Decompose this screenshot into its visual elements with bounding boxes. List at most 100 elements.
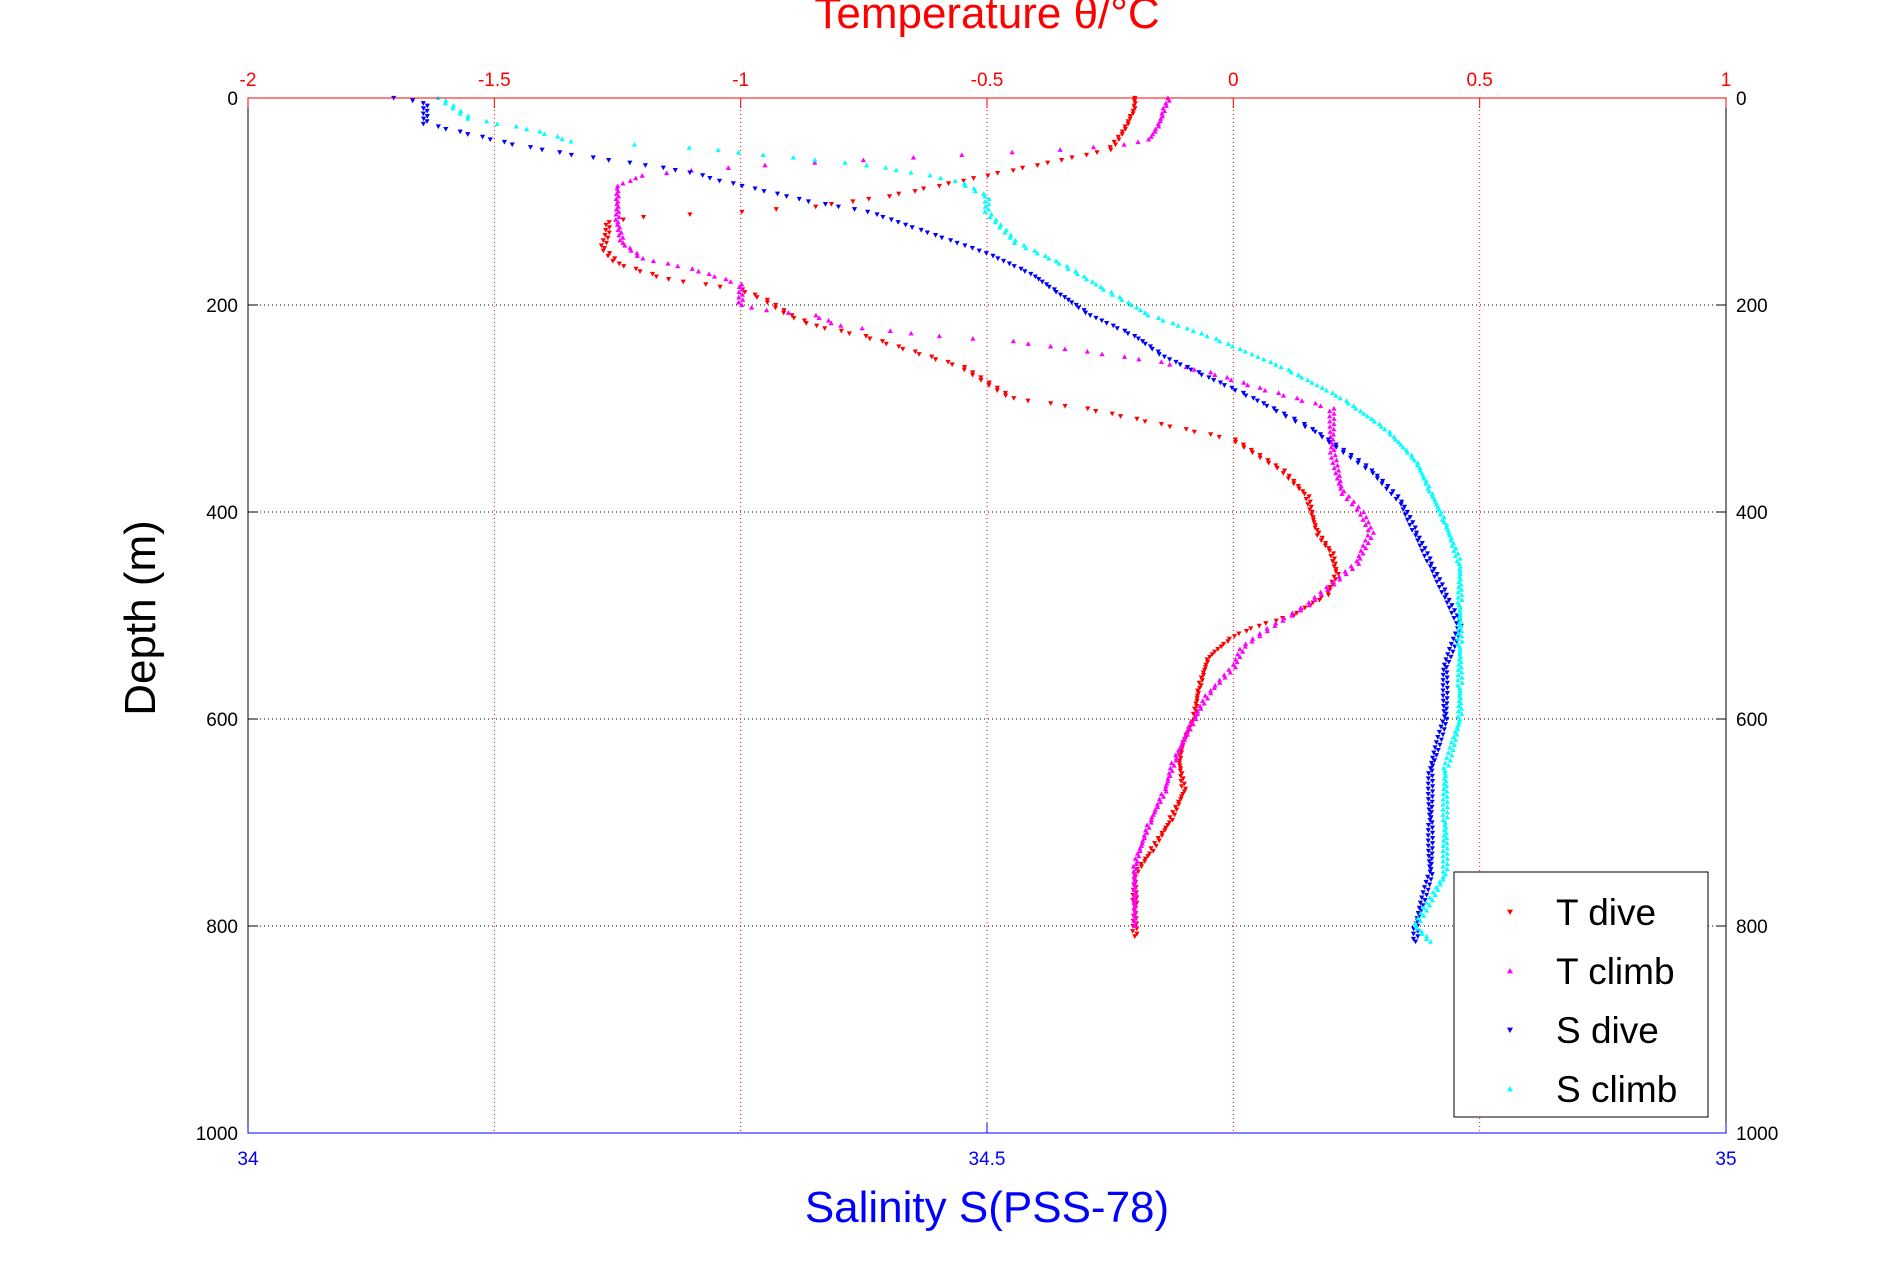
data-point [1456,703,1462,709]
data-point [620,180,626,186]
data-point [1440,667,1447,673]
data-point [1065,297,1071,303]
data-point [1204,695,1211,701]
data-point [637,269,643,274]
data-point [1333,442,1339,448]
data-point [1332,452,1338,458]
data-point [1148,819,1154,825]
data-point [945,359,951,365]
data-point [992,219,998,225]
data-point [1419,931,1425,936]
data-point [1429,820,1435,826]
data-point [1438,509,1444,515]
data-point [1241,445,1247,450]
data-point [1117,414,1124,419]
data-point [896,191,902,197]
data-point [1326,546,1332,551]
data-point [1244,382,1251,388]
data-point [1440,796,1446,802]
data-point [1011,240,1018,245]
data-point [1456,620,1462,626]
data-point [1409,528,1415,533]
data-point [1062,403,1068,409]
data-point [986,196,992,201]
data-point [1439,582,1446,588]
data-point [1427,869,1433,875]
data-point [1007,235,1013,240]
data-point [1234,659,1240,665]
data-point [1132,879,1138,885]
data-point [1361,411,1367,416]
data-point [1342,568,1348,574]
data-point [1298,607,1304,613]
data-point [986,383,992,388]
data-point [1451,742,1458,747]
data-point [962,183,968,189]
data-point [982,193,988,199]
data-point [1440,801,1446,807]
data-point [1338,486,1344,491]
data-point [1446,762,1452,768]
data-point [970,370,976,375]
legend-entry: S dive [1507,1010,1659,1051]
data-point [1053,258,1059,264]
data-point [1444,665,1450,670]
data-point [982,209,988,214]
data-point [1155,349,1161,355]
data-point [1266,460,1272,466]
data-point [1232,664,1238,670]
data-point [1046,255,1052,261]
data-point [1457,685,1463,691]
data-point [616,209,622,214]
data-point [634,253,640,258]
data-point [1452,608,1458,613]
data-point [1281,468,1288,474]
data-point [1444,788,1450,794]
data-point [1174,807,1180,813]
data-point [1155,804,1161,810]
data-point [1194,693,1201,699]
data-point [1166,357,1173,362]
data-point [610,258,616,264]
data-point [1280,618,1286,623]
data-point [541,131,547,137]
data-point [1422,546,1428,551]
data-point [614,191,620,196]
data-point [1286,473,1292,479]
data-point [1456,662,1462,667]
data-point [527,145,534,150]
data-point [1428,877,1434,883]
data-point [1276,390,1282,396]
data-point [1415,934,1421,939]
data-point [896,344,902,349]
data-point [1240,649,1246,654]
data-point [1433,753,1440,758]
data-point [1178,779,1184,784]
data-point [1217,680,1223,685]
data-point [1248,626,1254,632]
data-point [487,137,493,142]
data-point [695,268,702,274]
data-point [1155,835,1161,841]
data-point [1331,416,1337,421]
data-point [1413,530,1420,536]
data-point [672,168,678,173]
data-point [781,308,787,313]
data-point [1188,718,1194,724]
data-point [1240,390,1247,396]
data-point [1331,564,1337,569]
data-point [1458,700,1464,706]
data-point [1330,431,1337,437]
data-point [1257,633,1263,639]
data-point [1344,496,1350,502]
data-point [1184,365,1191,370]
data-point [1365,540,1371,546]
data-point [1132,333,1138,339]
bottom-tick-label: 34 [237,1149,259,1170]
data-point [1410,931,1417,937]
data-point [1416,535,1423,541]
data-point [1283,414,1289,419]
data-point [612,256,618,262]
data-point [791,315,797,321]
data-point [916,352,922,357]
